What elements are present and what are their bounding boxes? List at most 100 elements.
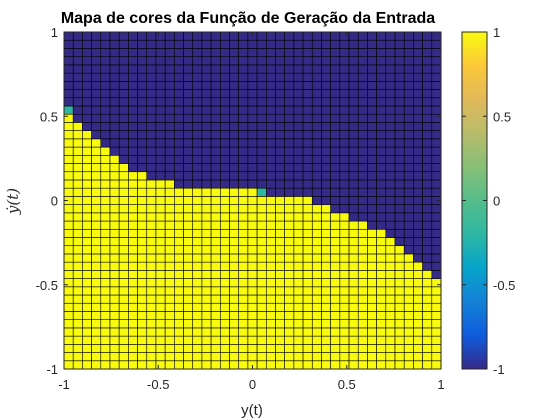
- heatmap-cell: [155, 81, 166, 90]
- heatmap-cell: [265, 253, 276, 263]
- heatmap-cell: [201, 319, 212, 329]
- heatmap-cell: [118, 294, 129, 304]
- heatmap-cell: [431, 220, 442, 230]
- heatmap-cell: [284, 39, 295, 49]
- heatmap-cell: [275, 171, 285, 181]
- heatmap-cell: [155, 286, 166, 296]
- heatmap-cell: [146, 113, 157, 123]
- heatmap-cell: [385, 113, 396, 123]
- heatmap-cell: [348, 113, 359, 123]
- heatmap-cell: [348, 335, 359, 345]
- heatmap-cell: [63, 228, 74, 238]
- heatmap-cell: [183, 64, 194, 74]
- heatmap-cell: [146, 48, 157, 57]
- heatmap-cell: [72, 228, 83, 238]
- heatmap-cell: [118, 72, 129, 82]
- heatmap-cell: [293, 335, 304, 345]
- heatmap-cell: [247, 204, 258, 214]
- heatmap-cell: [118, 245, 129, 255]
- heatmap-cell: [63, 146, 74, 156]
- heatmap-cell: [229, 89, 240, 99]
- heatmap-cell: [164, 113, 175, 123]
- heatmap-cells: [63, 31, 442, 370]
- heatmap-cell: [229, 220, 240, 230]
- heatmap-cell: [403, 97, 414, 107]
- heatmap-cell: [330, 81, 341, 90]
- heatmap-cell: [229, 64, 240, 74]
- heatmap-cell: [192, 352, 203, 362]
- heatmap-cell: [394, 302, 405, 312]
- heatmap-cell: [265, 163, 276, 173]
- heatmap-cell: [72, 179, 83, 189]
- heatmap-cell: [220, 48, 230, 57]
- heatmap-cell: [367, 261, 377, 271]
- heatmap-cell: [302, 122, 313, 131]
- heatmap-cell: [385, 39, 396, 49]
- heatmap-cell: [311, 220, 322, 230]
- heatmap-cell: [192, 294, 203, 304]
- heatmap-cell: [265, 270, 276, 279]
- heatmap-cell: [422, 113, 433, 123]
- heatmap-cell: [311, 187, 322, 197]
- heatmap-cell: [413, 130, 423, 140]
- heatmap-cell: [413, 352, 423, 362]
- heatmap-cell: [422, 270, 433, 279]
- heatmap-cell: [210, 81, 221, 90]
- heatmap-cell: [210, 39, 221, 49]
- heatmap-cell: [275, 294, 285, 304]
- heatmap-cell: [146, 146, 157, 156]
- heatmap-cell: [403, 72, 414, 82]
- heatmap-cell: [210, 360, 221, 370]
- heatmap-cell: [109, 48, 120, 57]
- heatmap-cell: [229, 261, 240, 271]
- heatmap-cell: [275, 196, 285, 205]
- heatmap-cell: [330, 294, 341, 304]
- heatmap-cell: [330, 179, 341, 189]
- heatmap-cell: [394, 48, 405, 57]
- heatmap-cell: [238, 237, 249, 247]
- heatmap-cell: [321, 187, 331, 197]
- heatmap-cell: [164, 261, 175, 271]
- heatmap-cell: [348, 245, 359, 255]
- heatmap-cell: [413, 39, 423, 49]
- heatmap-cell: [247, 212, 258, 222]
- heatmap-cell: [91, 130, 102, 140]
- heatmap-cell: [128, 171, 138, 181]
- heatmap-cell: [229, 228, 240, 238]
- heatmap-cell: [238, 64, 249, 74]
- heatmap-cell: [339, 39, 350, 49]
- heatmap-cell: [220, 228, 230, 238]
- heatmap-cell: [109, 122, 120, 131]
- heatmap-cell: [63, 286, 74, 296]
- heatmap-cell: [210, 97, 221, 107]
- heatmap-cell: [210, 245, 221, 255]
- heatmap-cell: [321, 204, 331, 214]
- heatmap-cell: [330, 89, 341, 99]
- heatmap-cell: [247, 39, 258, 49]
- heatmap-cell: [275, 204, 285, 214]
- heatmap-cell: [367, 270, 377, 279]
- heatmap-cell: [137, 138, 148, 148]
- heatmap-cell: [394, 352, 405, 362]
- colorbar-tick-label: -0.5: [493, 278, 515, 293]
- heatmap-cell: [91, 294, 102, 304]
- heatmap-cell: [229, 171, 240, 181]
- heatmap-cell: [247, 294, 258, 304]
- heatmap-cell: [385, 327, 396, 337]
- heatmap-cell: [174, 270, 184, 279]
- heatmap-cell: [155, 278, 166, 288]
- heatmap-cell: [431, 97, 442, 107]
- heatmap-cell: [376, 39, 387, 49]
- heatmap-cell: [100, 237, 111, 247]
- heatmap-cell: [403, 48, 414, 57]
- heatmap-cell: [155, 163, 166, 173]
- heatmap-cell: [164, 360, 175, 370]
- heatmap-cell: [302, 253, 313, 263]
- heatmap-cell: [174, 220, 184, 230]
- heatmap-cell: [293, 48, 304, 57]
- heatmap-cell: [275, 56, 285, 66]
- heatmap-cell: [265, 261, 276, 271]
- heatmap-cell: [82, 302, 92, 312]
- heatmap-cell: [220, 163, 230, 173]
- x-tick-label: 0: [249, 377, 256, 392]
